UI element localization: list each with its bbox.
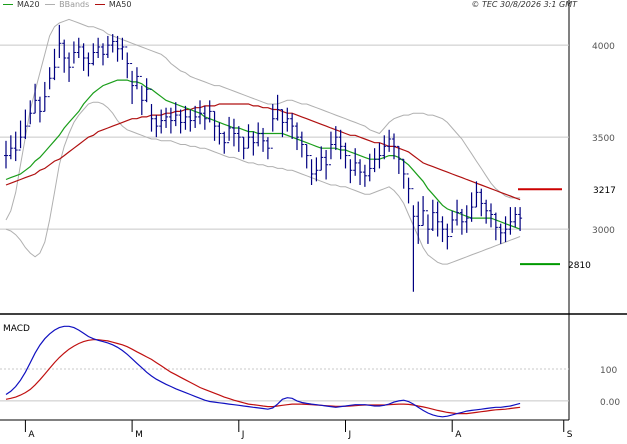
macd-tick-label: 100 xyxy=(600,366,617,376)
macd-tick-label: 0.00 xyxy=(600,398,620,408)
macd-title: MACD xyxy=(3,324,30,334)
bb-upper-line xyxy=(5,18,521,221)
level-label: 2810 xyxy=(568,261,591,271)
ma20-swatch xyxy=(3,4,13,5)
level-label: 3217 xyxy=(593,186,616,196)
macd-line xyxy=(5,325,521,418)
ma20-legend-label: MA20 xyxy=(17,0,40,9)
price-tick-label: 3000 xyxy=(592,226,615,236)
chart-legend: MA20 BBands MA50 xyxy=(0,0,131,9)
month-label: S xyxy=(567,430,573,440)
month-label: J xyxy=(348,430,352,440)
month-label: A xyxy=(455,430,462,440)
month-label: A xyxy=(28,430,35,440)
macd-signal-line xyxy=(5,339,521,415)
price-tick-label: 4000 xyxy=(592,42,615,52)
bb-lower-line xyxy=(5,101,521,265)
copyright-text: © TEC 30/8/2026 3:1 GMT xyxy=(471,0,577,9)
ma50-legend-label: MA50 xyxy=(108,0,132,9)
month-label: J xyxy=(241,430,245,440)
bbands-swatch xyxy=(45,4,56,5)
bbands-legend-label: BBands xyxy=(59,0,90,9)
ma50-line xyxy=(5,103,521,201)
ma50-swatch xyxy=(94,4,105,5)
month-label: M xyxy=(135,430,143,440)
price-tick-label: 3500 xyxy=(592,134,615,144)
